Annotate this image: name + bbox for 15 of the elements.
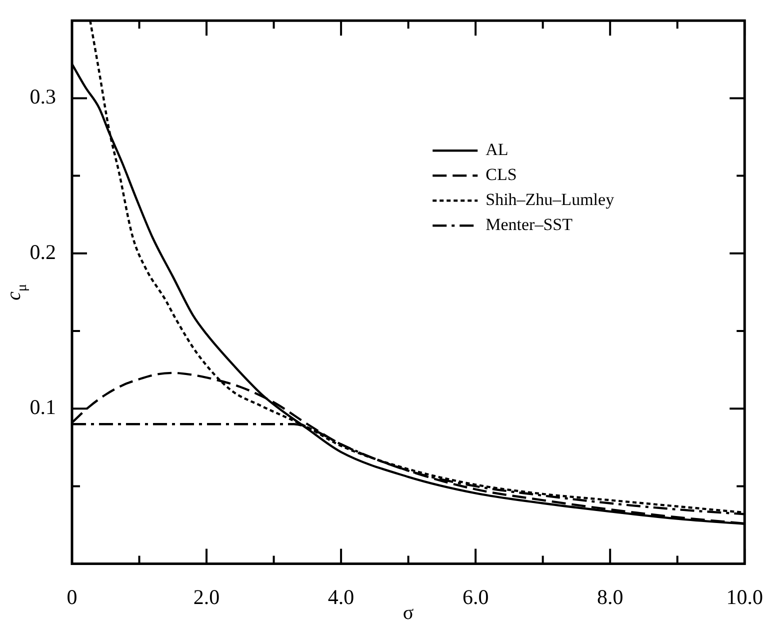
x-tick-label: 2.0: [193, 584, 220, 609]
y-tick-label: 0.1: [30, 395, 56, 420]
x-axis-title: σ: [402, 602, 414, 624]
y-tick-label: 0.2: [30, 240, 56, 264]
y-axis-title: cμ: [3, 284, 30, 300]
legend-label: CLS: [486, 165, 517, 184]
x-tick-label: 10.0: [726, 584, 763, 609]
x-tick-label: 4.0: [328, 584, 354, 609]
x-tick-label: 0: [66, 584, 78, 609]
legend-label: Menter–SST: [486, 215, 574, 234]
x-tick-label: 6.0: [462, 584, 489, 609]
x-tick-label: 8.0: [596, 584, 624, 609]
legend-label: Shih–Zhu–Lumley: [486, 190, 615, 210]
legend-label: AL: [486, 140, 508, 160]
y-tick-label: 0.3: [30, 84, 56, 109]
